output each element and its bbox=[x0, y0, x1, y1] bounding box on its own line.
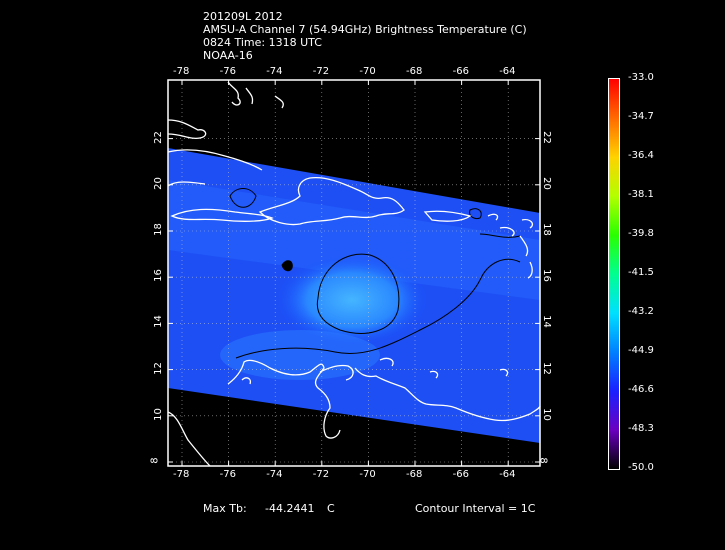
coastlines bbox=[167, 81, 541, 467]
title-line-4: NOAA-16 bbox=[203, 49, 253, 62]
lon-tick-label: -68 bbox=[406, 469, 423, 480]
colorbar-label: -39.8 bbox=[628, 228, 654, 239]
colorbar-label: -41.5 bbox=[628, 267, 654, 278]
lon-tick-label: -78 bbox=[173, 66, 190, 77]
max-tb-unit: C bbox=[327, 502, 335, 515]
lat-tick-label: 22 bbox=[540, 130, 552, 144]
lon-tick-label: -64 bbox=[499, 66, 516, 77]
max-tb-label: Max Tb: bbox=[203, 502, 247, 515]
lon-tick-label: -70 bbox=[359, 469, 376, 480]
title-line-1: 201209L 2012 bbox=[203, 10, 283, 23]
lon-tick-label: -66 bbox=[452, 469, 469, 480]
lat-tick-label: 18 bbox=[540, 223, 552, 236]
lon-tick-label: -72 bbox=[312, 66, 330, 77]
lon-tick-label: -76 bbox=[219, 469, 236, 480]
contour-lines bbox=[229, 188, 521, 359]
lon-tick-label: -74 bbox=[266, 66, 283, 77]
lat-tick-label: 12 bbox=[540, 361, 552, 375]
lat-tick-label: 10 bbox=[540, 407, 552, 421]
colorbar-label: -50.0 bbox=[628, 462, 654, 473]
title-line-2: AMSU-A Channel 7 (54.94GHz) Brightness T… bbox=[203, 23, 527, 36]
lon-tick-label: -68 bbox=[406, 66, 423, 77]
colorbar-label: -34.7 bbox=[628, 111, 654, 122]
colorbar-label: -46.6 bbox=[628, 384, 654, 395]
max-tb-value: -44.2441 bbox=[265, 502, 315, 515]
colorbar-label: -48.3 bbox=[628, 423, 654, 434]
colorbar-label: -33.0 bbox=[628, 72, 654, 83]
lat-tick-label: 16 bbox=[540, 269, 552, 283]
lon-tick-label: -70 bbox=[359, 66, 376, 77]
lat-tick-label: 10 bbox=[152, 407, 164, 421]
lat-tick-label: 18 bbox=[152, 223, 164, 236]
lat-tick-label: 12 bbox=[152, 361, 164, 375]
lon-tick-label: -66 bbox=[452, 66, 469, 77]
lon-tick-label: -64 bbox=[499, 469, 516, 480]
lat-tick-label: 14 bbox=[152, 315, 164, 329]
map-frame bbox=[167, 79, 541, 467]
colorbar-label: -38.1 bbox=[628, 189, 654, 200]
lat-tick-label: 16 bbox=[152, 269, 164, 283]
lat-tick-label: 14 bbox=[540, 315, 552, 329]
colorbar-label: -44.9 bbox=[628, 345, 654, 356]
lon-tick-label: -74 bbox=[266, 469, 283, 480]
lat-tick-label: 22 bbox=[152, 130, 164, 144]
lat-tick-label: 20 bbox=[540, 176, 552, 190]
contour-interval: Contour Interval = 1C bbox=[415, 502, 536, 515]
lon-tick-label: -78 bbox=[173, 469, 190, 480]
colorbar-label: -43.2 bbox=[628, 306, 654, 317]
warm-core bbox=[277, 255, 427, 345]
colorbar bbox=[608, 78, 620, 470]
colorbar-label: -36.4 bbox=[628, 150, 654, 161]
lat-tick-label: 8 bbox=[149, 457, 161, 464]
lon-tick-label: -72 bbox=[312, 469, 330, 480]
lat-tick-label: 20 bbox=[152, 176, 164, 190]
lon-tick-label: -76 bbox=[219, 66, 236, 77]
lat-tick-label: 8 bbox=[537, 457, 549, 464]
title-line-3: 0824 Time: 1318 UTC bbox=[203, 36, 322, 49]
